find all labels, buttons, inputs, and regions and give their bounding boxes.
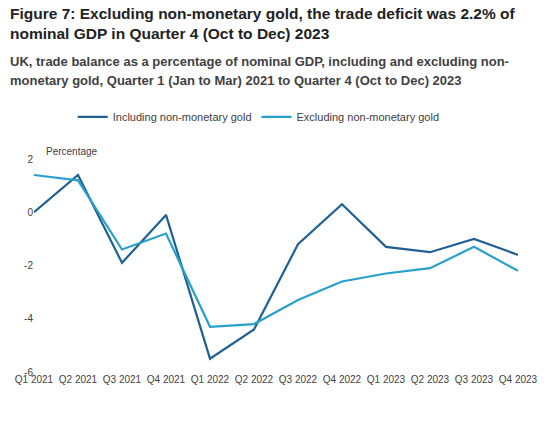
svg-text:Q2 2023: Q2 2023 [411, 374, 450, 385]
svg-text:Excluding non-monetary gold: Excluding non-monetary gold [297, 111, 439, 123]
svg-text:-4: -4 [24, 313, 33, 324]
html-text:Figure 7: Excluding non-moneta: Figure 7: Excluding non-monetary gold, t… [10, 5, 515, 42]
svg-text:Including non-monetary gold: Including non-monetary gold [113, 111, 252, 123]
svg-text:2: 2 [27, 154, 33, 165]
svg-text:Percentage: Percentage [46, 146, 98, 157]
svg-text:Q2 2022: Q2 2022 [235, 374, 274, 385]
svg-text:Q1 2023: Q1 2023 [367, 374, 406, 385]
svg-text:Q2 2021: Q2 2021 [59, 374, 98, 385]
svg-text:-6: -6 [24, 367, 33, 378]
svg-text:Q4 2022: Q4 2022 [323, 374, 362, 385]
svg-text:Q1 2021: Q1 2021 [15, 374, 54, 385]
html-text:UK, trade balance as a percent: UK, trade balance as a percentage of nom… [10, 54, 509, 88]
svg-text:Q4 2021: Q4 2021 [147, 374, 186, 385]
svg-text:Q3 2021: Q3 2021 [103, 374, 142, 385]
svg-text:Q3 2022: Q3 2022 [279, 374, 318, 385]
svg-text:-2: -2 [24, 260, 33, 271]
svg-text:Q1 2022: Q1 2022 [191, 374, 230, 385]
svg-text:Q4 2023: Q4 2023 [499, 374, 538, 385]
svg-text:0: 0 [27, 207, 33, 218]
svg-text:Q3 2023: Q3 2023 [455, 374, 494, 385]
